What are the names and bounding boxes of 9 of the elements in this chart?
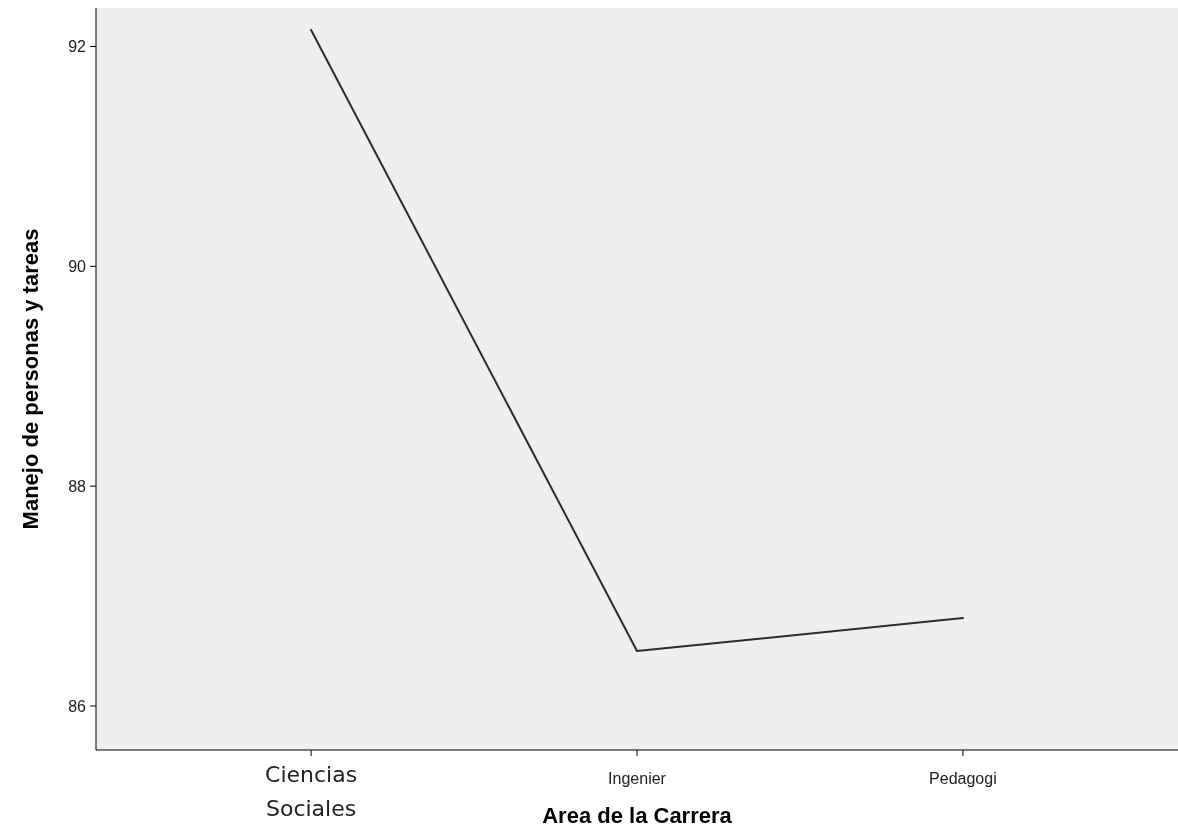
y-axis-title: Manejo de personas y tareas [18,228,43,530]
y-tick-label: 86 [68,697,87,715]
x-tick-label: Pedagogi [929,770,997,787]
x-axis-title: Area de la Carrera [542,803,733,828]
y-tick-label: 88 [68,477,87,495]
y-tick-label: 92 [68,38,87,56]
y-tick-label: 90 [68,257,87,275]
x-tick-label: Ciencias Sociales [265,762,358,821]
x-tick-label: Ingenier [608,770,667,787]
